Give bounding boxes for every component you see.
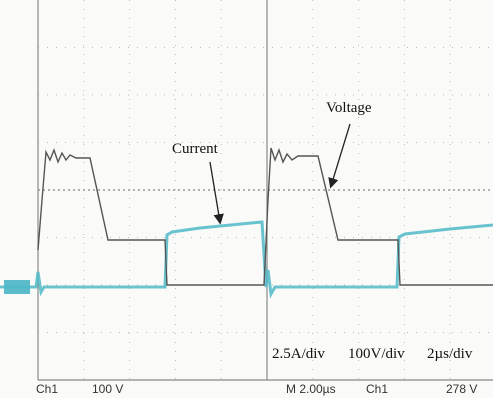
status-volts: 100 V xyxy=(92,382,123,396)
voltage-scale: 100V/div xyxy=(348,346,405,362)
status-timebase: M 2.00µs xyxy=(286,382,336,396)
background xyxy=(0,0,493,398)
status-channel: Ch1 xyxy=(36,382,58,396)
status-trigger-level: 278 V xyxy=(446,382,477,396)
current-scale: 2.5A/div xyxy=(272,346,325,362)
time-scale: 2µs/div xyxy=(427,346,473,362)
status-trigger-channel: Ch1 xyxy=(366,382,388,396)
scope-screen: Current Voltage 2.5A/div 100V/div 2µs/di… xyxy=(0,0,493,398)
voltage-label: Voltage xyxy=(326,100,372,116)
current-label: Current xyxy=(172,141,219,157)
